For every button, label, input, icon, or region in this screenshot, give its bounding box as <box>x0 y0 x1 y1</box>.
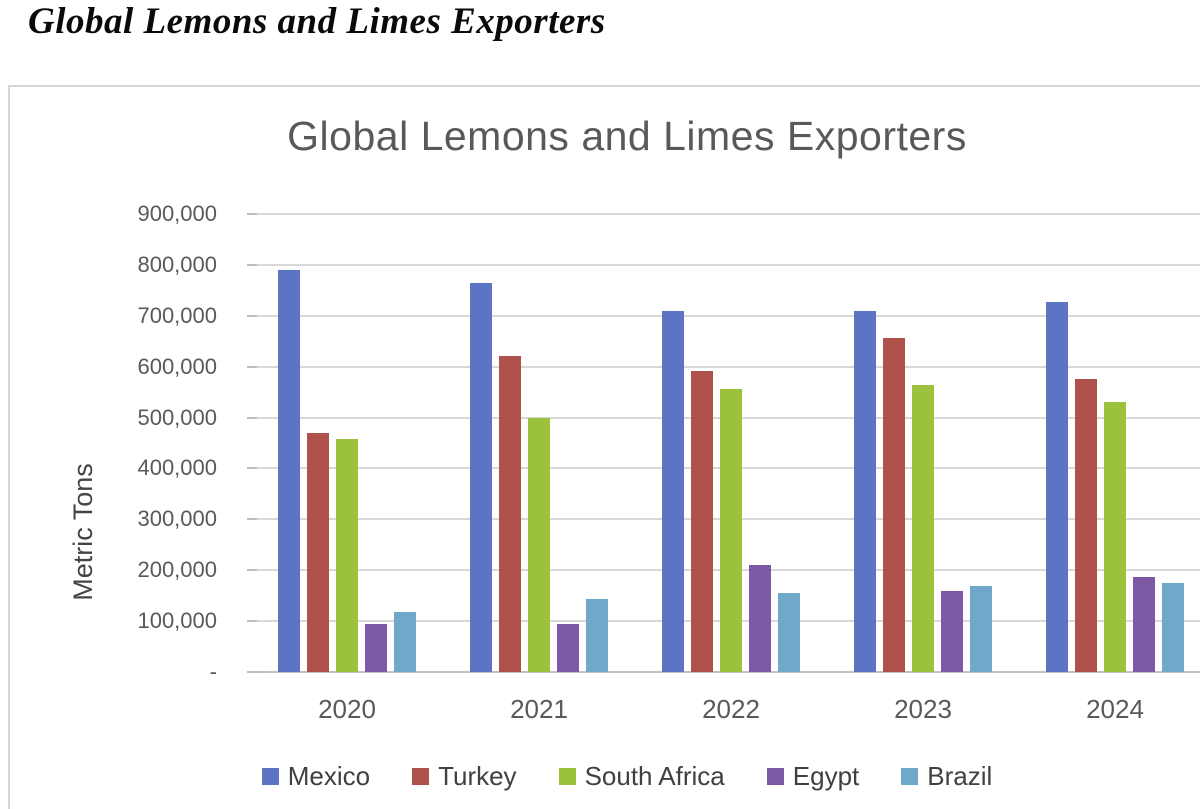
y-tick-label: 400,000 <box>137 455 217 481</box>
bar-south-africa-2023 <box>912 385 934 672</box>
legend: Mexico Turkey South Africa Egypt Brazil <box>10 761 1200 792</box>
chart-title: Global Lemons and Limes Exporters <box>287 113 967 159</box>
legend-label: South Africa <box>584 761 725 791</box>
bar-south-africa-2020 <box>336 438 358 672</box>
bar-mexico-2021 <box>470 282 492 672</box>
y-tick-label: 500,000 <box>137 404 217 430</box>
x-tick-label: 2024 <box>1086 694 1144 724</box>
bar-south-africa-2024 <box>1104 402 1126 672</box>
legend-item-south-africa: South Africa <box>558 761 725 792</box>
y-axis-tick <box>247 467 257 470</box>
bar-egypt-2022 <box>749 565 771 672</box>
bar-turkey-2023 <box>883 337 905 672</box>
y-axis-tick <box>247 213 257 215</box>
gridline <box>257 365 1200 368</box>
x-tick-label: 2020 <box>318 694 376 724</box>
x-tick-label: 2022 <box>702 694 760 724</box>
y-axis-tick <box>247 620 257 623</box>
y-tick-label: - <box>209 659 217 684</box>
x-tick-label: 2021 <box>510 694 568 724</box>
bar-turkey-2022 <box>691 370 713 672</box>
y-tick-label: 600,000 <box>137 353 217 379</box>
legend-swatch-icon <box>766 768 784 785</box>
bar-mexico-2022 <box>662 310 684 672</box>
bar-turkey-2020 <box>307 432 329 672</box>
bar-brazil-2021 <box>586 598 608 672</box>
gridline <box>257 263 1200 266</box>
legend-swatch-icon <box>412 768 430 785</box>
bar-brazil-2024 <box>1162 582 1184 672</box>
y-axis-tick <box>247 365 257 368</box>
y-tick-label: 300,000 <box>137 506 217 532</box>
bar-egypt-2021 <box>557 623 579 672</box>
legend-label: Mexico <box>287 761 371 791</box>
bar-brazil-2023 <box>970 585 992 672</box>
y-tick-label: 800,000 <box>137 251 217 277</box>
bar-turkey-2024 <box>1075 378 1097 672</box>
y-tick-label: 200,000 <box>137 557 217 583</box>
chart-frame[interactable]: Global Lemons and Limes Exporters Metric… <box>8 85 1200 809</box>
legend-item-turkey: Turkey <box>412 761 517 792</box>
y-tick-label: 700,000 <box>137 302 217 328</box>
legend-swatch-icon <box>261 768 279 785</box>
legend-item-mexico: Mexico <box>261 761 371 792</box>
legend-swatch-icon <box>901 768 919 785</box>
y-axis-tick <box>247 518 257 521</box>
bar-south-africa-2022 <box>720 389 742 672</box>
x-tick-label: 2023 <box>894 694 952 724</box>
legend-label: Turkey <box>438 761 517 791</box>
bar-turkey-2021 <box>499 356 521 672</box>
y-tick-label: 100,000 <box>137 608 217 634</box>
gridline <box>257 213 1200 215</box>
y-tick-label: 900,000 <box>137 201 217 226</box>
bar-mexico-2024 <box>1046 302 1068 672</box>
y-axis-tick <box>247 314 257 317</box>
bar-mexico-2020 <box>278 269 300 672</box>
legend-item-egypt: Egypt <box>766 761 860 792</box>
bar-egypt-2023 <box>941 591 963 672</box>
y-axis-tick <box>247 569 257 572</box>
y-axis-tick <box>247 416 257 419</box>
gridline <box>257 314 1200 317</box>
legend-swatch-icon <box>558 768 576 785</box>
y-axis-tick <box>247 671 257 673</box>
bar-brazil-2020 <box>394 611 416 672</box>
x-axis-baseline <box>257 671 1200 673</box>
y-axis-tick <box>247 263 257 266</box>
legend-label: Brazil <box>927 761 993 791</box>
document-title: Global Lemons and Limes Exporters <box>28 1 606 42</box>
legend-item-brazil: Brazil <box>901 761 992 792</box>
bar-brazil-2022 <box>778 592 800 672</box>
bar-egypt-2020 <box>365 623 387 672</box>
bar-egypt-2024 <box>1133 577 1155 672</box>
bar-mexico-2023 <box>854 310 876 672</box>
bar-south-africa-2021 <box>528 417 550 672</box>
legend-label: Egypt <box>792 761 860 791</box>
